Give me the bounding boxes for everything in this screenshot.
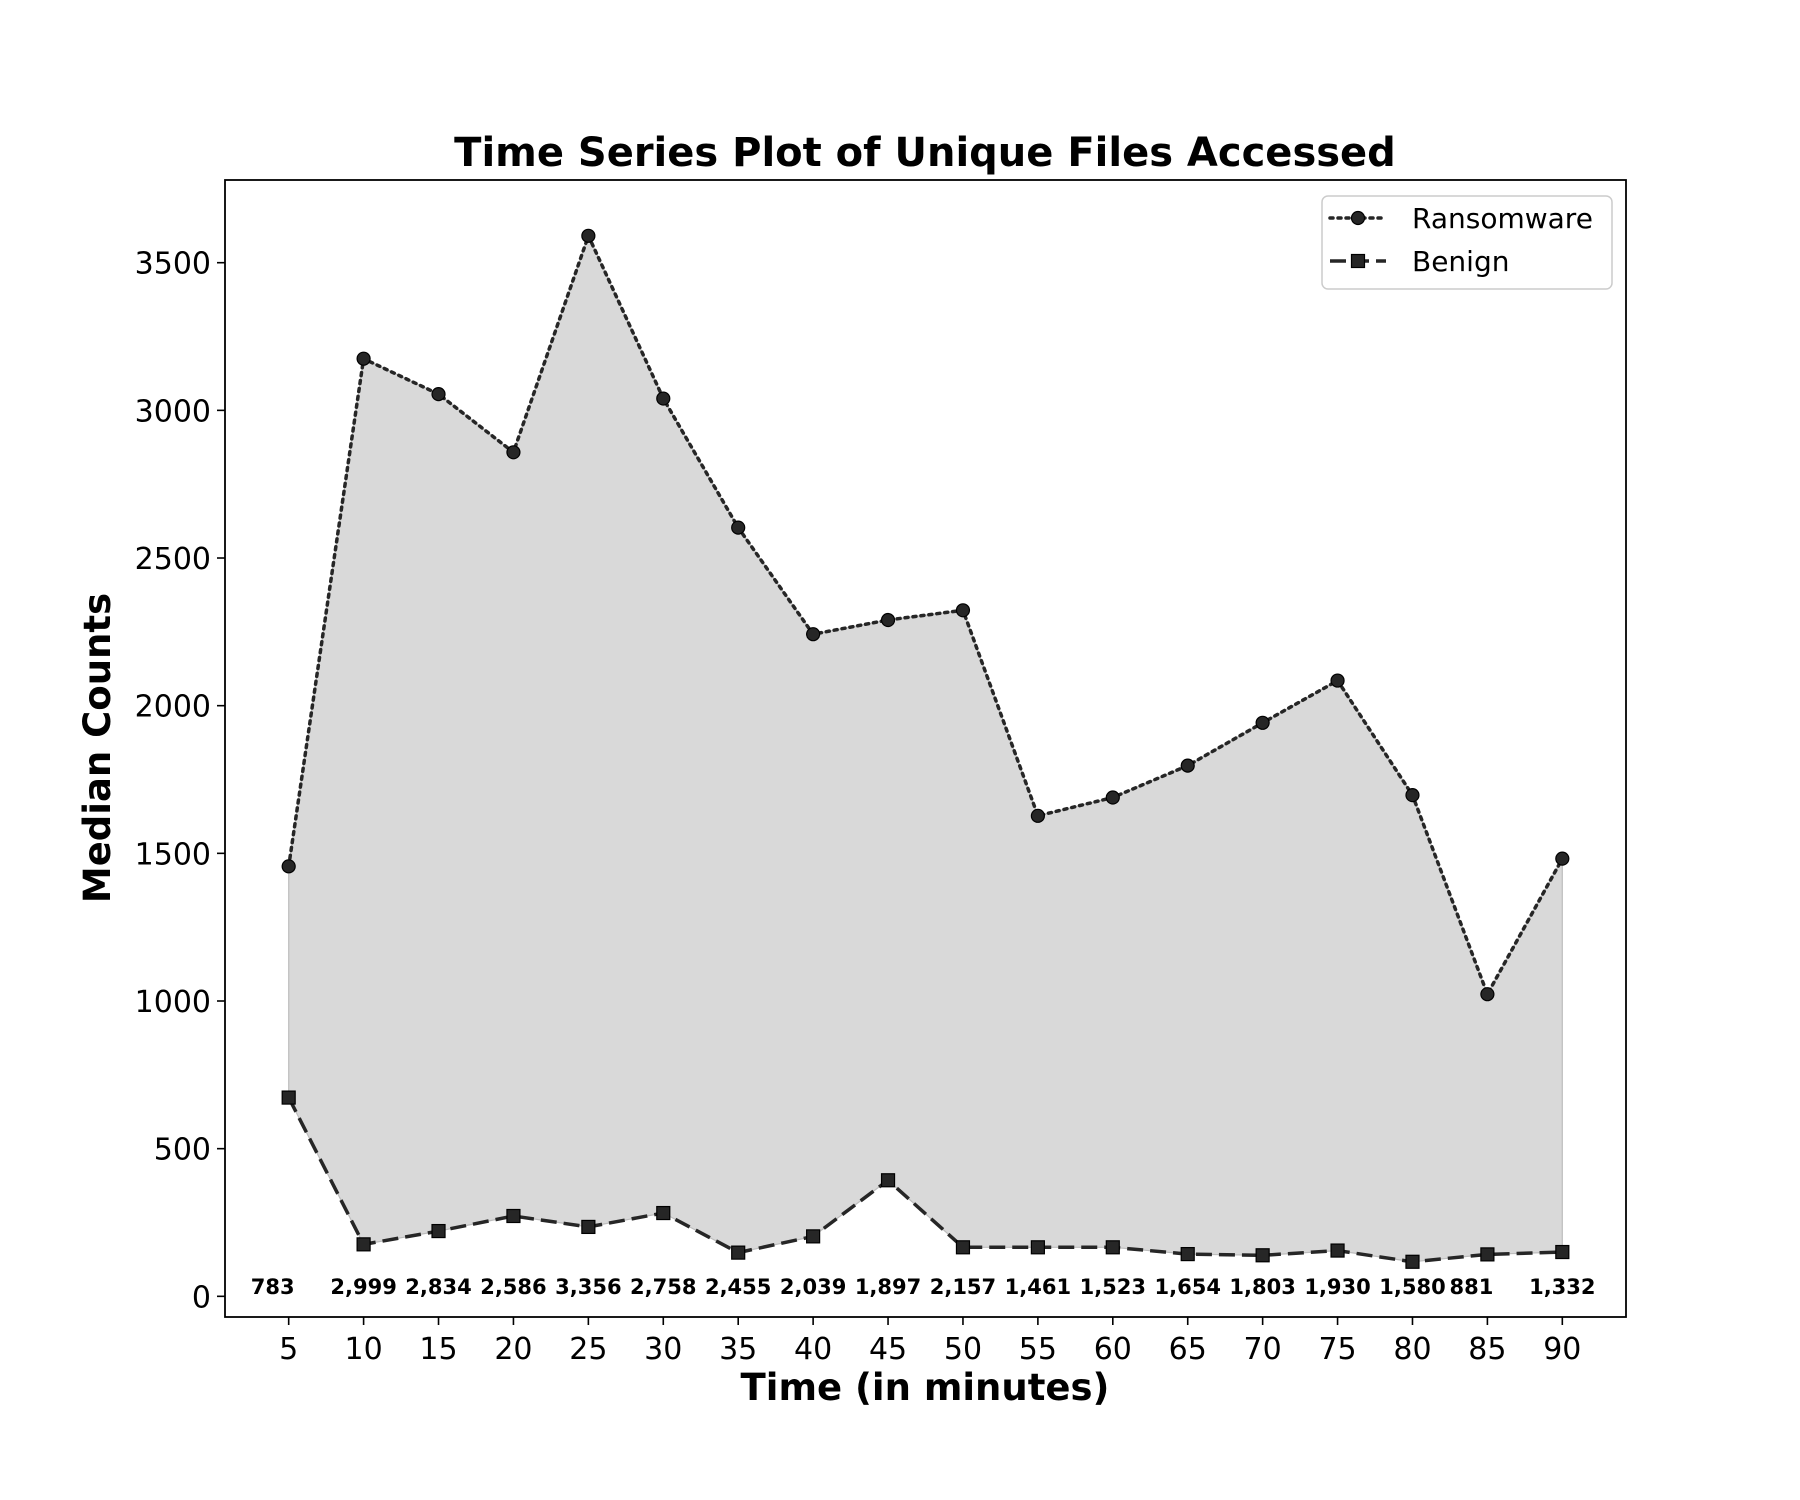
legend-benign-marker [1350,253,1366,269]
difference-label: 2,999 [330,1275,396,1299]
difference-label: 1,897 [855,1275,921,1299]
benign-point [1405,1254,1420,1269]
legend-ransomware-marker [1350,210,1366,226]
x-tick-label: 40 [794,1332,832,1367]
difference-label: 1,803 [1229,1275,1295,1299]
benign-point [955,1240,971,1255]
benign-point [1105,1240,1120,1255]
x-axis-label: Time (in minutes) [741,1366,1110,1409]
ransomware-point [581,228,596,243]
x-tick-label: 70 [1244,1332,1282,1367]
difference-label: 2,157 [930,1275,996,1299]
difference-label: 783 [251,1275,295,1299]
ransomware-line [286,231,1565,999]
benign-point [281,1090,296,1105]
y-axis-label: Median Counts [76,593,119,903]
difference-label: 1,580 [1379,1275,1445,1299]
legend: Ransomware Benign [1321,195,1613,290]
x-tick-label: 75 [1318,1332,1356,1367]
ransomware-point [880,612,896,628]
ransomware-point [1030,808,1045,823]
ransomware-point [1480,987,1495,1002]
x-tick-label: 30 [644,1332,682,1367]
benign-point [431,1223,446,1239]
benign-point [581,1219,596,1235]
benign-point [1330,1243,1345,1258]
x-tick-label: 50 [944,1332,982,1367]
x-tick-label: 55 [1019,1332,1057,1367]
legend-box [1321,195,1613,290]
y-tick-label: 1500 [135,837,211,872]
difference-fill-area [288,234,1563,1263]
legend-ransomware-label: Ransomware [1412,202,1593,235]
x-tick-label: 10 [345,1332,383,1367]
benign-point [656,1205,671,1221]
ransomware-point [731,520,746,535]
x-tick-label: 20 [494,1332,532,1367]
benign-point [731,1245,746,1260]
difference-label: 2,039 [780,1275,846,1299]
x-tick-label: 60 [1094,1332,1132,1367]
benign-point [356,1237,371,1252]
y-tick-label: 2000 [135,690,211,725]
x-tick-label: 5 [279,1332,298,1367]
y-tick-label: 2500 [135,542,211,577]
benign-point [806,1229,821,1244]
ransomware-point [1105,790,1120,805]
y-tick-label: 3000 [135,394,211,429]
ransomware-point [1555,851,1570,866]
x-tick-label: 25 [569,1332,607,1367]
x-tick-label: 65 [1169,1332,1207,1367]
benign-point [1255,1248,1270,1263]
legend-benign-label: Benign [1412,245,1509,278]
x-tick-label: 35 [719,1332,757,1367]
benign-line [287,1096,1563,1264]
y-tick-label: 500 [154,1133,211,1168]
ransomware-point [506,445,521,460]
difference-label: 2,834 [405,1275,471,1299]
benign-point [1030,1240,1045,1255]
difference-label: 1,461 [1005,1275,1071,1299]
ransomware-point [281,859,296,874]
y-tick-label: 3500 [135,247,211,282]
benign-point [880,1173,896,1188]
ransomware-point [1255,715,1270,730]
x-tick-label: 85 [1468,1332,1506,1367]
ransomware-point [656,391,671,406]
x-tick-label: 45 [869,1332,907,1367]
x-tick-label: 80 [1393,1332,1431,1367]
ransomware-point [356,351,371,366]
difference-label: 2,758 [630,1275,696,1299]
difference-label: 1,930 [1304,1275,1370,1299]
benign-point [1480,1247,1495,1262]
difference-label: 1,523 [1080,1275,1146,1299]
ransomware-point [955,603,971,618]
x-tick-label: 90 [1543,1332,1581,1367]
difference-label: 1,654 [1155,1275,1221,1299]
difference-label: 2,586 [480,1275,546,1299]
benign-point [1555,1244,1570,1260]
difference-label: 3,356 [555,1275,621,1299]
difference-label: 1,332 [1529,1275,1595,1299]
ransomware-point [431,387,446,402]
ransomware-point [1405,788,1420,803]
ransomware-point [1330,673,1345,688]
y-tick-label: 1000 [135,985,211,1020]
benign-point [1180,1246,1195,1262]
ransomware-point [806,627,821,642]
chart-title: Time Series Plot of Unique Files Accesse… [454,130,1396,176]
difference-label: 881 [1449,1275,1493,1299]
benign-point [506,1208,521,1224]
plot-frame [224,179,1627,1318]
x-tick-label: 15 [419,1332,457,1367]
y-tick-label: 0 [192,1280,211,1315]
ransomware-point [1180,758,1195,773]
difference-label: 2,455 [705,1275,771,1299]
